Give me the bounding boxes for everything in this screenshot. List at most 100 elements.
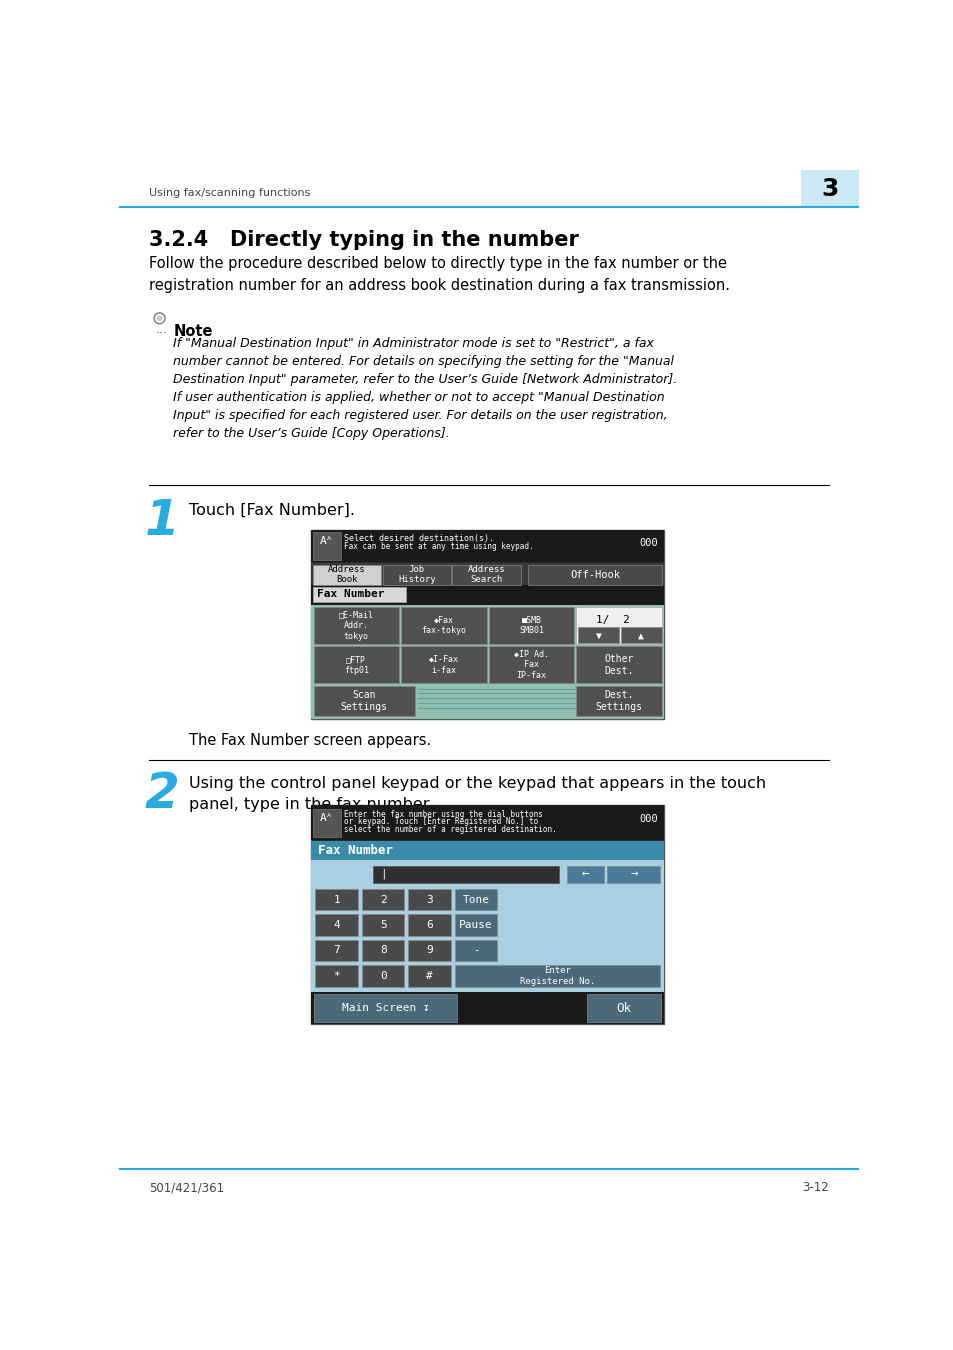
Text: ■SMB
SMB01: ■SMB SMB01 bbox=[518, 616, 543, 636]
Text: □FTP
ftp01: □FTP ftp01 bbox=[343, 655, 369, 675]
Bar bbox=[455, 965, 659, 987]
Text: Address
Book: Address Book bbox=[328, 566, 366, 585]
Bar bbox=[576, 647, 661, 683]
Bar bbox=[576, 608, 661, 644]
Text: ←: ← bbox=[581, 868, 589, 880]
Text: Off-Hook: Off-Hook bbox=[570, 570, 619, 579]
Text: 3.2.4   Directly typing in the number: 3.2.4 Directly typing in the number bbox=[149, 230, 578, 250]
Bar bbox=[361, 965, 404, 987]
Bar bbox=[311, 805, 663, 1025]
Bar bbox=[382, 564, 451, 585]
Bar bbox=[567, 865, 604, 883]
Text: If "Manual Destination Input" in Administrator mode is set to "Restrict", a fax
: If "Manual Destination Input" in Adminis… bbox=[173, 336, 677, 440]
Text: ◆I-Fax
i-fax: ◆I-Fax i-fax bbox=[429, 655, 458, 675]
Bar bbox=[311, 805, 663, 840]
Text: Address
Search: Address Search bbox=[467, 566, 505, 585]
Bar bbox=[315, 914, 357, 936]
Text: 8: 8 bbox=[379, 945, 386, 956]
Bar bbox=[313, 532, 340, 560]
Bar bbox=[801, 170, 858, 207]
Text: Dest.
Settings: Dest. Settings bbox=[595, 690, 642, 711]
Text: 3: 3 bbox=[821, 177, 838, 201]
Bar bbox=[408, 940, 451, 961]
Bar bbox=[578, 628, 618, 643]
Text: ...: ... bbox=[155, 323, 168, 336]
Bar bbox=[488, 608, 574, 644]
Bar bbox=[373, 865, 558, 883]
Text: 6: 6 bbox=[426, 921, 433, 930]
Text: Aᴬ: Aᴬ bbox=[320, 813, 334, 822]
Bar bbox=[314, 686, 415, 717]
Bar bbox=[416, 686, 576, 717]
Text: |: | bbox=[379, 869, 386, 879]
Bar bbox=[455, 914, 497, 936]
Text: 1: 1 bbox=[144, 497, 179, 545]
Bar bbox=[313, 587, 406, 602]
Text: 5: 5 bbox=[379, 921, 386, 930]
Text: Pause: Pause bbox=[458, 921, 493, 930]
Text: Select desired destination(s).: Select desired destination(s). bbox=[344, 533, 494, 543]
Text: ◆IP Ad.
Fax
IP-fax: ◆IP Ad. Fax IP-fax bbox=[514, 649, 549, 679]
Bar bbox=[314, 608, 398, 644]
Text: -: - bbox=[473, 945, 479, 956]
Text: Main Screen ↧: Main Screen ↧ bbox=[341, 1003, 429, 1014]
Bar bbox=[488, 647, 574, 683]
Text: Using fax/scanning functions: Using fax/scanning functions bbox=[149, 188, 310, 198]
Bar bbox=[315, 940, 357, 961]
Bar bbox=[455, 888, 497, 910]
Bar bbox=[620, 628, 661, 643]
Text: 3-12: 3-12 bbox=[801, 1181, 828, 1195]
Bar bbox=[311, 563, 663, 585]
Bar bbox=[311, 605, 663, 718]
Bar bbox=[576, 686, 661, 717]
Circle shape bbox=[156, 316, 162, 321]
Text: 000: 000 bbox=[639, 537, 658, 548]
Bar bbox=[401, 647, 486, 683]
Bar bbox=[607, 865, 659, 883]
Bar bbox=[452, 564, 520, 585]
Bar bbox=[311, 531, 663, 563]
Text: Scan
Settings: Scan Settings bbox=[340, 690, 387, 711]
Bar bbox=[408, 914, 451, 936]
Bar bbox=[408, 888, 451, 910]
Bar bbox=[401, 608, 486, 644]
Bar bbox=[311, 992, 663, 1025]
Bar bbox=[311, 585, 663, 605]
Bar bbox=[528, 564, 661, 585]
Text: Job
History: Job History bbox=[397, 566, 436, 585]
Bar bbox=[361, 940, 404, 961]
Text: 9: 9 bbox=[426, 945, 433, 956]
Bar bbox=[361, 914, 404, 936]
Text: ◆Fax
fax-tokyo: ◆Fax fax-tokyo bbox=[421, 616, 466, 636]
Text: 1/  2: 1/ 2 bbox=[596, 614, 629, 625]
Text: Using the control panel keypad or the keypad that appears in the touch
panel, ty: Using the control panel keypad or the ke… bbox=[189, 776, 765, 813]
Bar bbox=[314, 995, 456, 1022]
Text: ▼: ▼ bbox=[595, 630, 601, 640]
Text: Tone: Tone bbox=[462, 895, 489, 905]
Text: Follow the procedure described below to directly type in the fax number or the
r: Follow the procedure described below to … bbox=[149, 256, 729, 293]
Text: 3: 3 bbox=[426, 895, 433, 905]
Text: 2: 2 bbox=[144, 769, 179, 818]
Text: Fax can be sent at any time using keypad.: Fax can be sent at any time using keypad… bbox=[344, 541, 533, 551]
Text: Ok: Ok bbox=[616, 1002, 631, 1015]
Text: Enter the fax number using the dial buttons: Enter the fax number using the dial butt… bbox=[344, 810, 542, 818]
Bar bbox=[408, 965, 451, 987]
Bar bbox=[311, 531, 663, 718]
Text: Note: Note bbox=[173, 324, 213, 339]
Text: The Fax Number screen appears.: The Fax Number screen appears. bbox=[189, 733, 431, 748]
Text: 2: 2 bbox=[379, 895, 386, 905]
Text: Touch [Fax Number].: Touch [Fax Number]. bbox=[189, 504, 355, 518]
Text: Aᴬ: Aᴬ bbox=[320, 536, 334, 547]
Text: select the number of a registered destination.: select the number of a registered destin… bbox=[344, 825, 557, 834]
Bar bbox=[314, 647, 398, 683]
Text: Fax Number: Fax Number bbox=[317, 844, 393, 857]
Text: □E-Mail
Addr.
tokyo: □E-Mail Addr. tokyo bbox=[338, 610, 374, 641]
Text: Fax Number: Fax Number bbox=[316, 589, 384, 598]
Bar bbox=[311, 860, 663, 1025]
Text: ▲: ▲ bbox=[638, 630, 643, 640]
Text: 1: 1 bbox=[333, 895, 339, 905]
Bar bbox=[455, 940, 497, 961]
Bar bbox=[311, 841, 663, 860]
Bar bbox=[361, 888, 404, 910]
Bar bbox=[315, 888, 357, 910]
